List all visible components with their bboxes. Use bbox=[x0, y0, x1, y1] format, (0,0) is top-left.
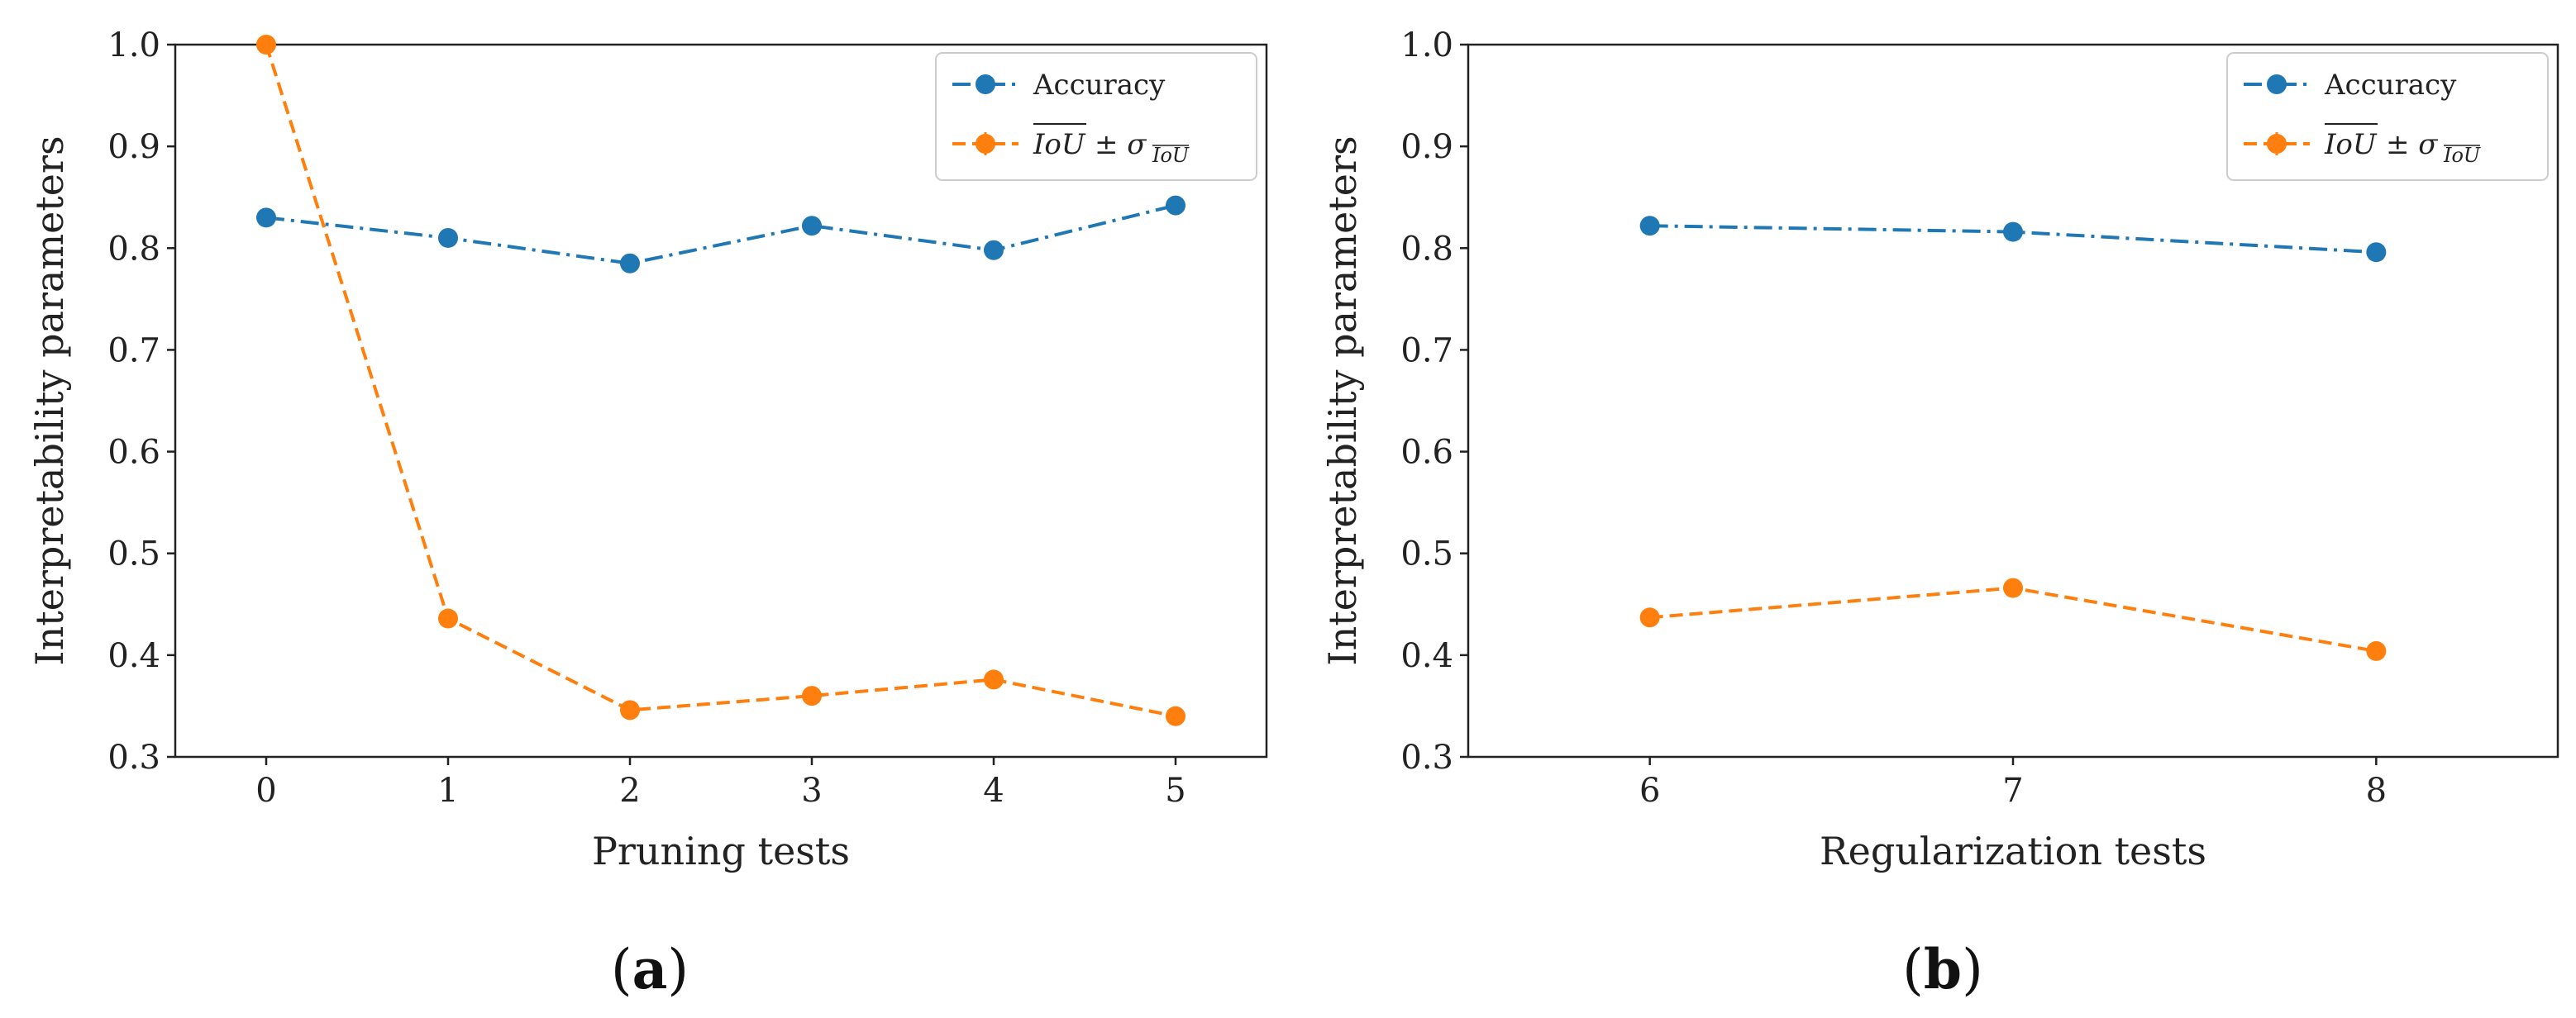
y-tick-label: 0.6 bbox=[107, 434, 160, 472]
chart-b: 0.3 0.4 0.5 0.6 0.7 0.8 0.9 1.0 6 7 8 Regularizatio… bbox=[1320, 26, 2559, 1001]
y-tick-label: 0.8 bbox=[107, 230, 160, 268]
legend: Accuracy IoU ± σ IoU bbox=[2226, 52, 2549, 181]
legend-accuracy-marker bbox=[976, 74, 995, 94]
y-tick-label: 0.7 bbox=[107, 331, 160, 369]
series-line-accuracy bbox=[265, 203, 1176, 265]
data-point-accuracy bbox=[802, 216, 822, 236]
x-tick-label: 8 bbox=[2366, 772, 2387, 810]
x-tick-label: 4 bbox=[983, 772, 1004, 810]
y-tick-label: 0.3 bbox=[107, 739, 160, 777]
y-axis-label: Interpretability parameters bbox=[1320, 136, 1365, 665]
legend-box bbox=[935, 52, 1257, 181]
legend-iou-pm: ± σ bbox=[1095, 128, 1147, 161]
data-point-accuracy bbox=[2366, 242, 2387, 263]
chart-a: 0.3 0.4 0.5 0.6 0.7 0.8 0.9 1.0 0 1 2 3 4 5 Pruning te… bbox=[27, 26, 1268, 1001]
legend-accuracy-label: Accuracy bbox=[2324, 69, 2457, 102]
y-tick-label: 0.4 bbox=[1400, 637, 1453, 675]
legend-iou-sub: IoU bbox=[2443, 144, 2481, 167]
x-tick-label: 5 bbox=[1165, 772, 1185, 810]
y-tick-label: 0.5 bbox=[1400, 535, 1453, 573]
plot-frame bbox=[174, 43, 1268, 759]
x-axis-label: Pruning tests bbox=[592, 829, 850, 873]
data-point-accuracy bbox=[438, 227, 458, 248]
data-point-iou bbox=[438, 608, 458, 629]
data-point-iou bbox=[256, 35, 276, 55]
legend-box bbox=[2226, 52, 2549, 181]
data-point-accuracy bbox=[256, 207, 276, 228]
y-tick-label: 0.5 bbox=[107, 535, 160, 573]
data-point-iou bbox=[2003, 578, 2023, 598]
y-tick-label: 0.6 bbox=[1400, 434, 1453, 472]
y-tick-label: 0.7 bbox=[1400, 331, 1453, 369]
y-tick-label: 0.9 bbox=[107, 128, 160, 166]
legend-accuracy-marker bbox=[2267, 74, 2287, 94]
y-axis-label: Interpretability parameters bbox=[27, 136, 72, 665]
x-tick-label: 0 bbox=[255, 772, 276, 810]
y-tick-label: 1.0 bbox=[107, 26, 160, 64]
data-point-accuracy bbox=[1639, 216, 1660, 236]
data-point-iou bbox=[802, 686, 822, 706]
legend-accuracy-label: Accuracy bbox=[1033, 69, 1166, 102]
legend-iou-marker bbox=[2267, 134, 2287, 154]
x-tick-label: 3 bbox=[801, 772, 822, 810]
data-point-accuracy bbox=[2003, 221, 2023, 242]
legend-iou-sub: IoU bbox=[1152, 144, 1190, 167]
y-tick-label: 0.8 bbox=[1400, 230, 1453, 268]
x-tick-label: 7 bbox=[2002, 772, 2023, 810]
x-tick-label: 6 bbox=[1639, 772, 1660, 810]
x-axis-label: Regularization tests bbox=[1820, 829, 2206, 873]
legend-iou-marker bbox=[976, 134, 995, 154]
x-tick-label: 2 bbox=[619, 772, 640, 810]
data-point-iou bbox=[620, 700, 640, 721]
legend-iou-label: IoU bbox=[2324, 128, 2378, 161]
data-point-accuracy bbox=[1166, 195, 1185, 216]
data-point-accuracy bbox=[984, 240, 1004, 260]
legend-iou-pm: ± σ bbox=[2386, 128, 2438, 161]
y-tick-label: 0.3 bbox=[1400, 739, 1453, 777]
y-tick-label: 0.4 bbox=[107, 637, 160, 675]
data-point-iou bbox=[2366, 640, 2387, 661]
data-point-iou bbox=[1166, 706, 1185, 726]
y-tick-label: 0.9 bbox=[1400, 128, 1453, 166]
panel-caption: (a) bbox=[611, 937, 689, 1001]
x-tick-label: 1 bbox=[437, 772, 458, 810]
series-line-iou bbox=[265, 44, 1176, 718]
y-tick-label: 1.0 bbox=[1400, 26, 1453, 64]
data-point-iou bbox=[1639, 607, 1660, 628]
data-point-accuracy bbox=[620, 253, 640, 274]
data-point-iou bbox=[984, 669, 1004, 690]
legend-iou-label: IoU bbox=[1033, 128, 1086, 161]
panel-caption: (b) bbox=[1902, 937, 1983, 1001]
